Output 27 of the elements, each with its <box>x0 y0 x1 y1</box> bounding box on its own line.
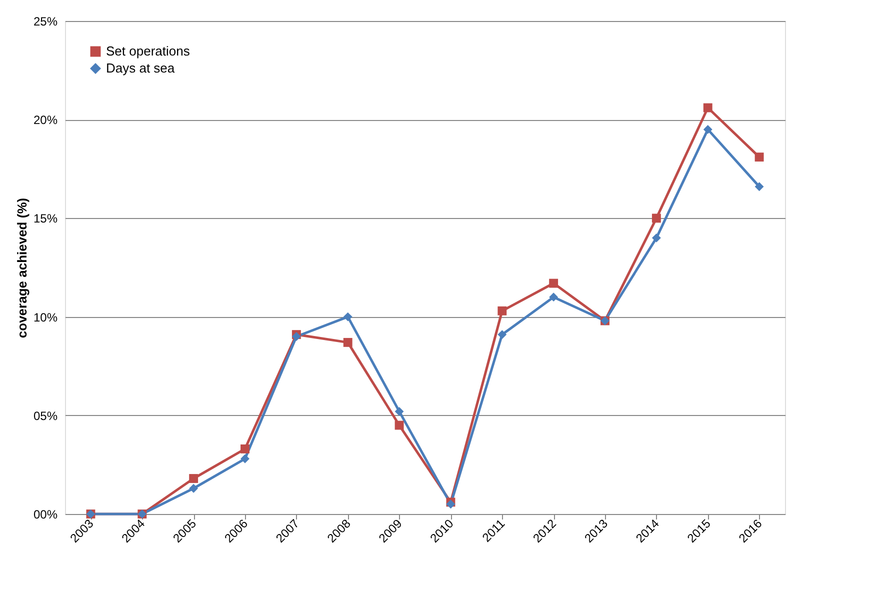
point <box>498 330 507 340</box>
y-tick-label: 15% <box>33 212 58 226</box>
point <box>189 484 198 493</box>
point <box>652 214 661 223</box>
point <box>394 406 404 416</box>
y-tick-label: 05% <box>33 408 58 423</box>
point <box>549 292 558 302</box>
y-tick-label: 00% <box>33 508 58 522</box>
point <box>549 278 558 288</box>
y-tick-label: 20% <box>33 113 58 128</box>
y-tick-label: 25% <box>33 14 58 28</box>
point <box>240 454 250 464</box>
point <box>394 420 404 430</box>
point <box>754 182 764 192</box>
legend-label: Set operations <box>106 44 190 58</box>
point <box>754 152 764 162</box>
y-axis-title: coverage achieved (%) <box>14 198 30 338</box>
point <box>703 103 712 112</box>
point <box>703 124 712 134</box>
legend-label: Days at sea <box>106 60 176 76</box>
point <box>652 233 661 242</box>
point <box>498 306 507 316</box>
point <box>189 474 198 483</box>
point <box>240 444 250 454</box>
y-tick-label: 10% <box>33 310 58 324</box>
point <box>343 338 352 347</box>
point <box>343 312 352 322</box>
